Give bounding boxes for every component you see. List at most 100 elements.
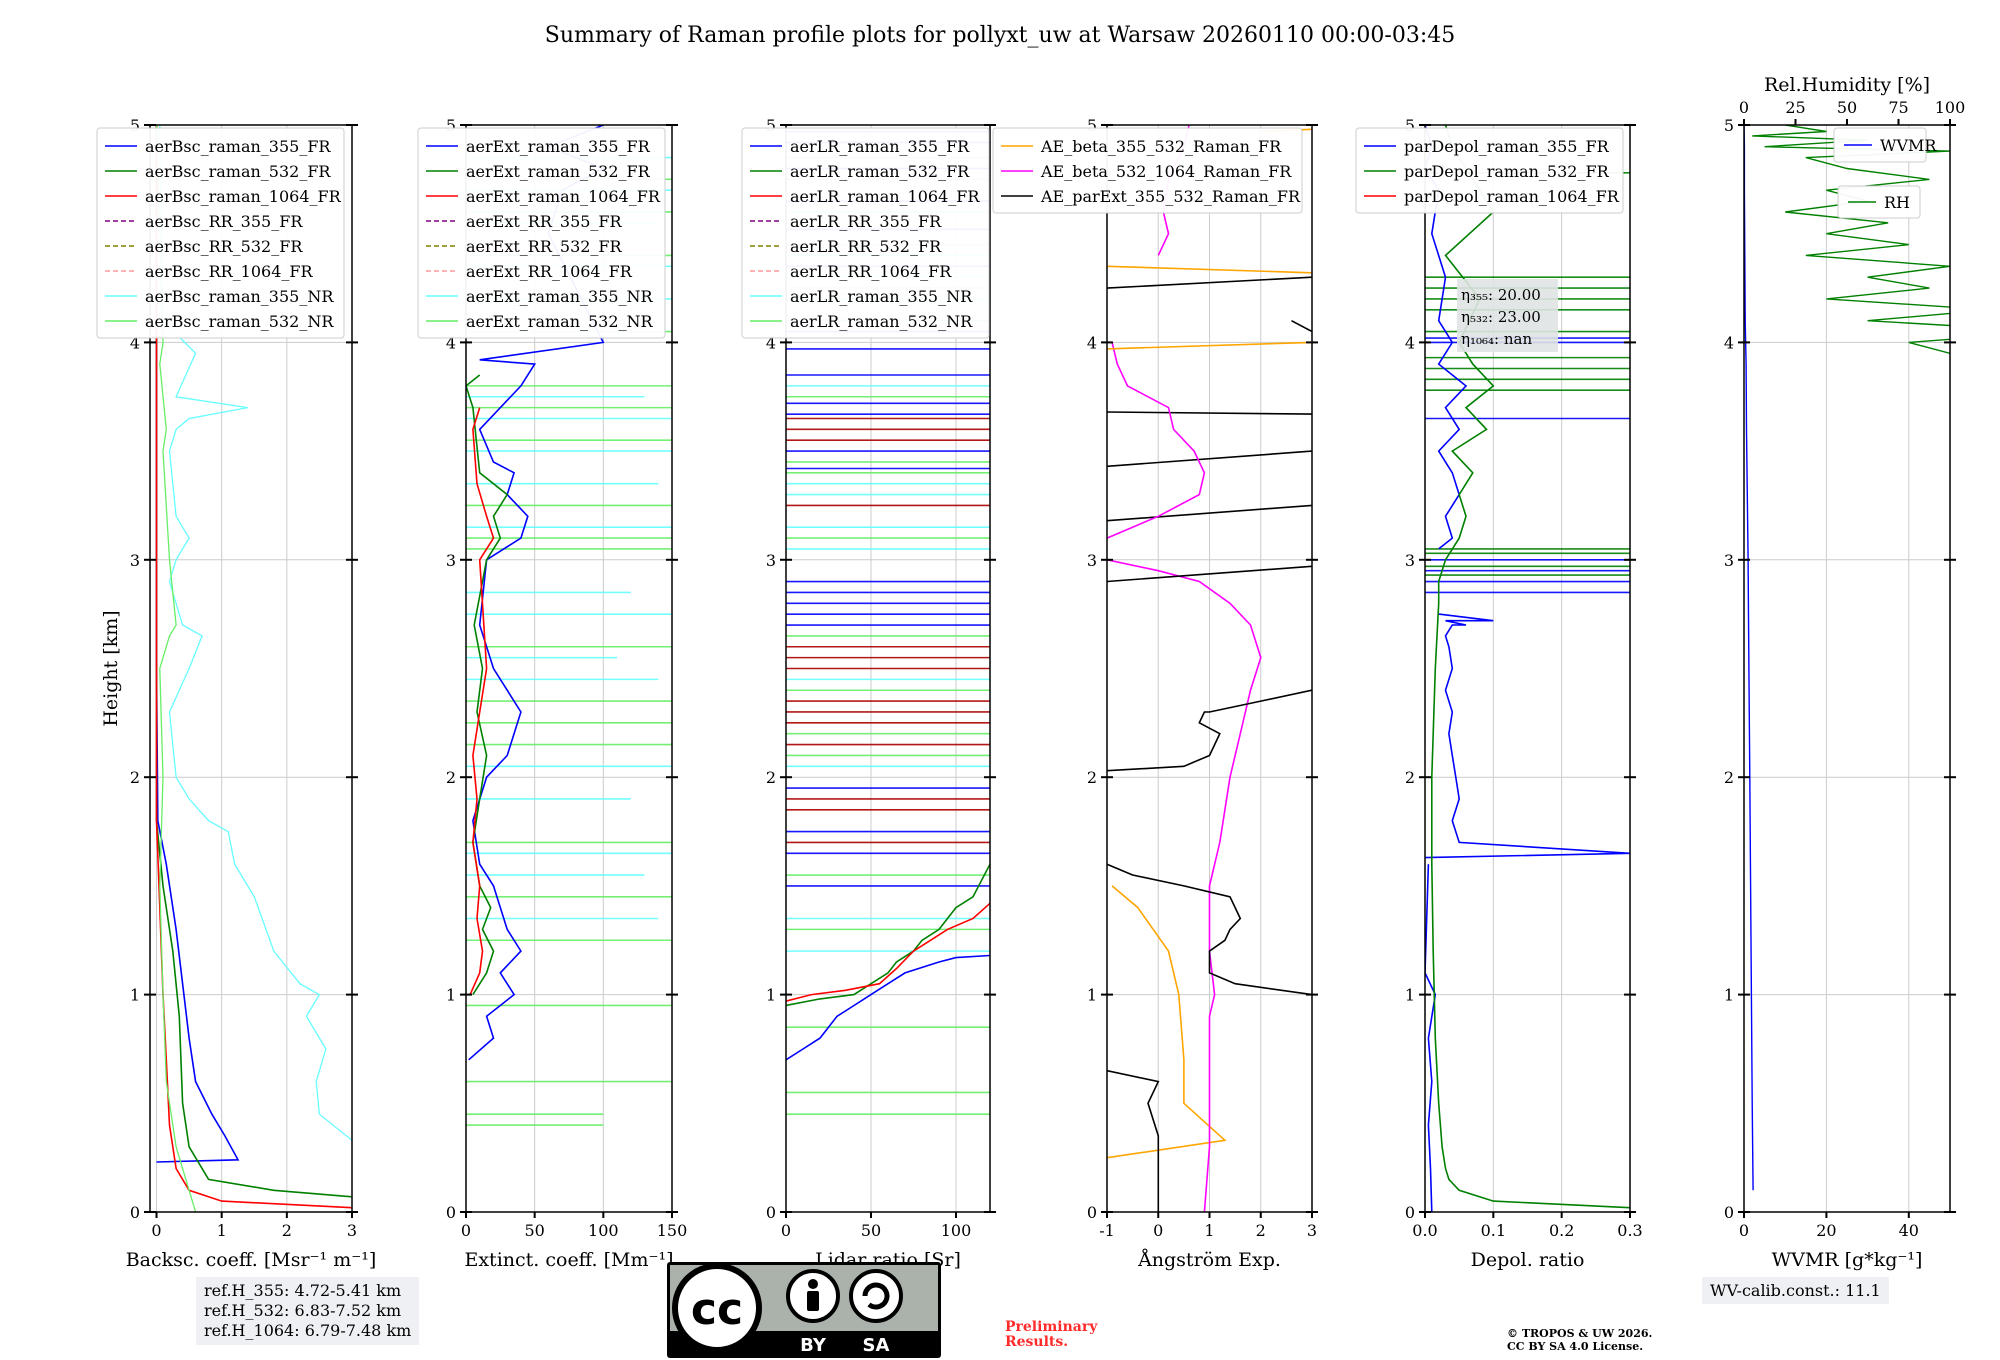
legend-label: aerExt_raman_532_NR [466, 312, 654, 331]
plot-area-wv [1744, 125, 1950, 1191]
legend-label: aerBsc_RR_532_FR [145, 237, 303, 256]
series-AE_beta_532_1064_Raman_FR [1107, 342, 1206, 539]
y-tick-label: 3 [446, 551, 456, 570]
series-WVMR [1744, 125, 1754, 1191]
legend-label: aerLR_raman_355_FR [790, 137, 970, 156]
legend-label: aerBsc_RR_1064_FR [145, 262, 314, 281]
series-aerBsc_raman_355_NR [159, 125, 352, 1141]
eta-box [1457, 279, 1558, 352]
x-tick-label: 0.3 [1617, 1221, 1642, 1240]
x-tick-label: 0 [151, 1221, 161, 1240]
ref-h-1064: ref.H_1064: 6.79-7.48 km [204, 1321, 412, 1340]
cc-circle-icon [672, 1263, 762, 1353]
y-tick-label: 4 [766, 333, 776, 352]
series-parDepol_raman_532_FR [1431, 125, 1630, 1209]
series-AE_beta_532_1064_Raman_FR [1107, 559, 1262, 1212]
y-tick-label: 5 [766, 116, 776, 135]
x-tick-label: -1 [1099, 1221, 1115, 1240]
legend-label: aerLR_RR_1064_FR [790, 262, 952, 281]
legend-label: parDepol_raman_1064_FR [1404, 187, 1620, 206]
panel-depol: 0 1 2 3 4 5 0.0 0.1 0.2 0.3 Depol. ratio parDepol_r… [1355, 116, 1643, 1271]
x-tick-label: 1 [1204, 1221, 1214, 1240]
y-tick-label: 4 [1724, 333, 1734, 352]
series-parDepol_raman_355_FR [1425, 613, 1630, 859]
series-AE_parExt_355_532_Raman_FR [1107, 276, 1312, 289]
legend-label: aerLR_raman_532_FR [790, 162, 970, 181]
series-aerBsc_raman_532_FR [155, 125, 352, 1198]
legend-frame [1833, 127, 1927, 163]
x-tick-label: 150 [657, 1221, 688, 1240]
legend-wvmr: WVMR [1833, 127, 1937, 163]
series-AE_parExt_355_532_Raman_FR [1291, 319, 1312, 333]
legend-frame [992, 127, 1303, 214]
axes-frame [1424, 124, 1631, 1213]
ref-h-532: ref.H_532: 6.83-7.52 km [204, 1301, 402, 1320]
prelim-line-2: Results. [1005, 1334, 1069, 1350]
x-tick-label: 100 [588, 1221, 619, 1240]
y-tick-label: 5 [1724, 116, 1734, 135]
y-tick-label: 2 [1087, 768, 1097, 787]
x-tick-label: 3 [1307, 1221, 1317, 1240]
series-RH [1752, 125, 1950, 355]
series-aerLR_raman_355_FR [786, 954, 990, 1061]
reference-height-box: ref.H_355: 4.72-5.41 km ref.H_532: 6.83-… [196, 1277, 420, 1345]
legend-label: aerLR_raman_355_NR [790, 287, 973, 306]
legend-label: aerLR_raman_532_NR [790, 312, 973, 331]
legend-label: aerBsc_raman_355_FR [145, 137, 331, 156]
x-tick-label: 2 [1256, 1221, 1266, 1240]
y-tick-label: 0 [1724, 1203, 1734, 1222]
y-tick-label: 1 [1724, 986, 1734, 1005]
legend-label: aerLR_raman_1064_FR [790, 187, 980, 206]
series-AE_parExt_355_532_Raman_FR [1107, 863, 1312, 996]
series-aerLR_raman_1064_FR [786, 902, 990, 1002]
series-AE_parExt_355_532_Raman_FR [1107, 504, 1312, 522]
share-alike-icon [849, 1269, 903, 1323]
preliminary-note: Preliminary Results. [1005, 1320, 1097, 1350]
legend-label: aerBsc_raman_532_NR [145, 312, 334, 331]
y-tick-label: 3 [1087, 551, 1097, 570]
panel-bsc: 0 1 2 3 4 5 0 1 2 3 Backsc. coeff. [Msr⁻¹ m⁻¹] Heig… [96, 116, 377, 1271]
x-tick-label: 1 [217, 1221, 227, 1240]
y-tick-label: 5 [446, 116, 456, 135]
series-aerBsc_raman_355_FR [155, 125, 240, 1163]
x-tick-label: 0 [1739, 1221, 1749, 1240]
top-x-axis-label: Rel.Humidity [%] [1764, 74, 1930, 96]
y-tick-label: 5 [1405, 116, 1415, 135]
legend-label: AE_beta_532_1064_Raman_FR [1040, 162, 1292, 181]
series-AE_parExt_355_532_Raman_FR [1107, 565, 1312, 583]
y-tick-label: 5 [1087, 116, 1097, 135]
series-aerBsc_raman_532_NR [155, 125, 197, 1212]
y-axis-label: Height [km] [100, 610, 122, 726]
y-tick-label: 2 [1724, 768, 1734, 787]
figure-title: Summary of Raman profile plots for polly… [545, 23, 1455, 48]
top-x-tick-label: 0 [1739, 98, 1749, 117]
x-tick-label: 0.2 [1549, 1221, 1574, 1240]
x-tick-label: 3 [347, 1221, 357, 1240]
legend-label: aerExt_raman_532_FR [466, 162, 651, 181]
legend-rh: RH [1837, 185, 1921, 219]
x-tick-label: 0 [781, 1221, 791, 1240]
legend-frame [1355, 127, 1624, 214]
y-tick-label: 3 [1724, 551, 1734, 570]
legend-label: parDepol_raman_532_FR [1404, 162, 1610, 181]
x-axis-label: Backsc. coeff. [Msr⁻¹ m⁻¹] [126, 1249, 377, 1271]
top-x-tick-label: 100 [1935, 98, 1966, 117]
person-head-icon [808, 1279, 818, 1289]
y-tick-label: 2 [130, 768, 140, 787]
y-tick-label: 4 [1405, 333, 1415, 352]
eta-value: η₃₅₅: 20.00 [1461, 286, 1541, 304]
plot-area-bsc [155, 125, 352, 1212]
y-tick-label: 4 [1087, 333, 1097, 352]
y-tick-label: 1 [446, 986, 456, 1005]
legend-label: aerExt_RR_355_FR [466, 212, 623, 231]
legend-frame [1837, 185, 1921, 219]
legend-label: aerLR_RR_532_FR [790, 237, 942, 256]
legend-label: aerLR_RR_355_FR [790, 212, 942, 231]
cc-by-label: BY [800, 1335, 827, 1356]
person-body-icon [807, 1291, 819, 1311]
share-alike-arrow-icon [862, 1282, 890, 1310]
legend-ext: aerExt_raman_355_FR aerExt_raman_532_FRae… [417, 127, 666, 339]
